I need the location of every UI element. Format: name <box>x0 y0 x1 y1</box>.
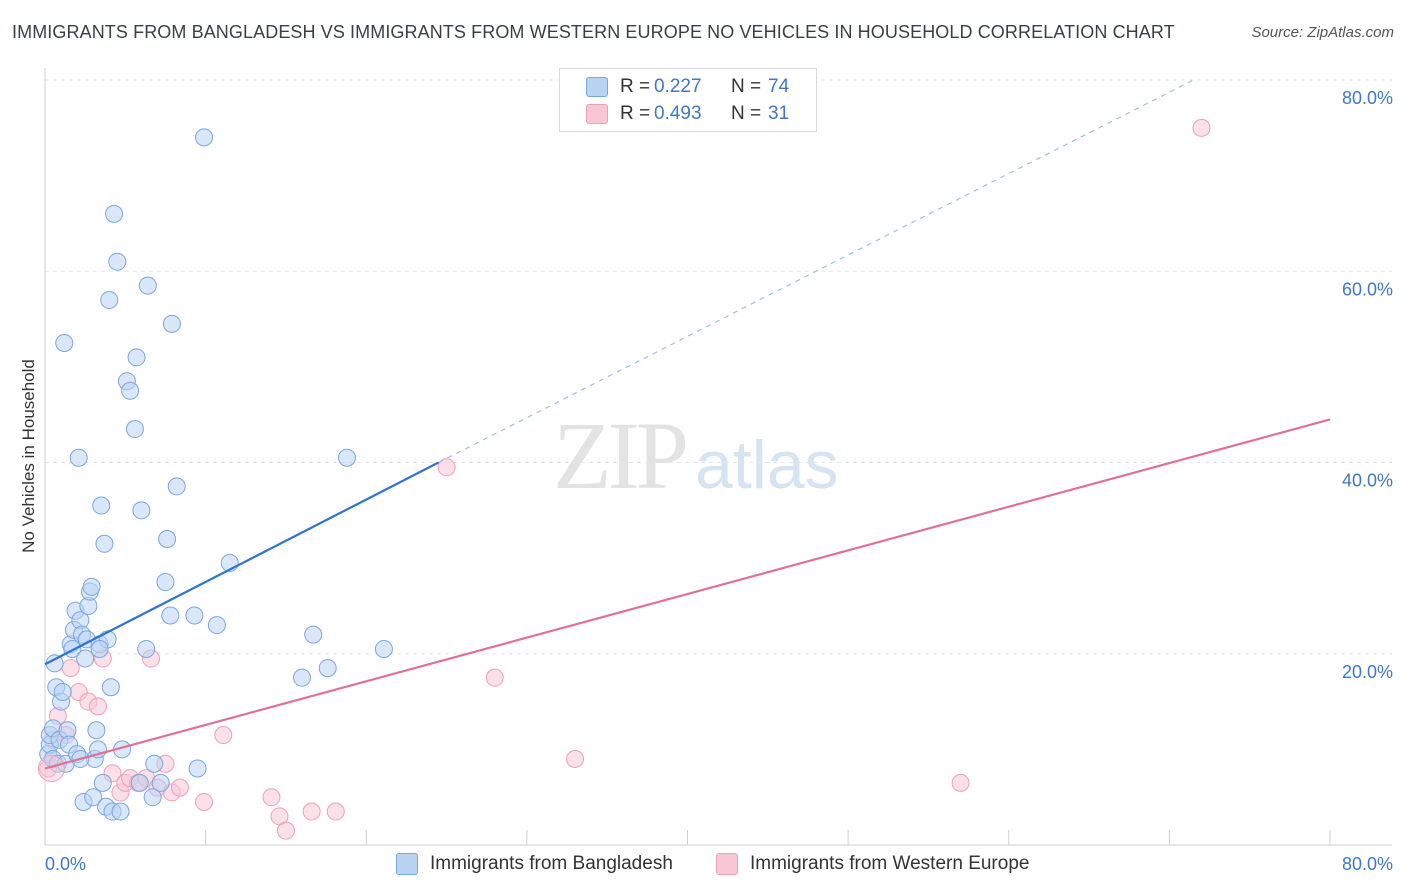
point-bangladesh-40 <box>101 678 120 697</box>
y-tick-label-60: 60.0% <box>1342 279 1393 299</box>
point-bangladesh-28 <box>82 577 101 596</box>
y-tick-label-40: 40.0% <box>1342 471 1393 491</box>
legend-swatch-bangladesh <box>586 77 608 97</box>
point-western-europe-27 <box>437 458 456 477</box>
legend-n-value-western-europe: 31 <box>768 103 790 124</box>
point-western-europe-22 <box>262 788 281 807</box>
point-western-europe-25 <box>302 802 321 821</box>
point-western-europe-24 <box>276 821 295 840</box>
point-bangladesh-63 <box>188 759 207 778</box>
point-bangladesh-49 <box>127 348 146 367</box>
point-bangladesh-50 <box>130 773 149 792</box>
watermark-atlas: atlas <box>695 427 839 503</box>
point-bangladesh-24 <box>76 649 95 668</box>
point-bangladesh-31 <box>87 721 106 740</box>
x-tick-label-max: 80.0% <box>1342 854 1393 874</box>
point-bangladesh-43 <box>108 252 127 271</box>
point-western-europe-28 <box>485 668 504 687</box>
x-tick-label-min: 0.0% <box>45 854 86 874</box>
point-bangladesh-55 <box>145 754 164 773</box>
point-bangladesh-60 <box>162 314 181 333</box>
point-bangladesh-44 <box>111 802 130 821</box>
point-western-europe-29 <box>566 749 585 768</box>
bottom-legend-label-western-europe: Immigrants from Western Europe <box>750 853 1030 874</box>
point-bangladesh-11 <box>55 333 74 352</box>
point-western-europe-21 <box>214 726 233 745</box>
point-bangladesh-65 <box>207 616 226 635</box>
stats-legend: R = 0.227 N = 74 R = 0.493 N = 31 <box>559 68 817 132</box>
point-bangladesh-61 <box>167 477 186 496</box>
point-bangladesh-69 <box>318 659 337 678</box>
y-axis-label: No Vehicles in Household <box>19 359 38 553</box>
watermark-zip: ZIP <box>553 402 689 509</box>
point-bangladesh-71 <box>374 639 393 658</box>
chart-title: IMMIGRANTS FROM BANGLADESH VS IMMIGRANTS… <box>12 22 1175 42</box>
point-bangladesh-47 <box>121 381 140 400</box>
point-western-europe-31 <box>1192 118 1211 137</box>
legend-n-label: N = <box>731 76 762 97</box>
point-bangladesh-34 <box>92 496 111 515</box>
point-bangladesh-68 <box>304 625 323 644</box>
point-western-europe-4 <box>61 659 80 678</box>
watermark: ZIP atlas <box>553 400 839 511</box>
point-western-europe-26 <box>326 802 345 821</box>
point-western-europe-30 <box>951 773 970 792</box>
point-bangladesh-59 <box>161 606 180 625</box>
point-bangladesh-39 <box>100 290 119 309</box>
trendline-western-europe <box>44 418 1331 770</box>
bottom-legend-bangladesh: Immigrants from Bangladesh <box>396 852 673 876</box>
point-bangladesh-57 <box>156 573 175 592</box>
point-western-europe-large <box>37 755 65 782</box>
point-bangladesh-67 <box>293 668 311 687</box>
point-bangladesh-20 <box>69 448 88 467</box>
point-bangladesh-53 <box>138 276 157 295</box>
bottom-legend-label-bangladesh: Immigrants from Bangladesh <box>430 853 673 874</box>
point-bangladesh-35 <box>93 773 112 792</box>
legend-r-value-bangladesh: 0.227 <box>654 76 702 97</box>
y-tick-label-80: 80.0% <box>1342 88 1393 108</box>
trendline-bangladesh <box>44 461 440 666</box>
point-bangladesh-70 <box>337 448 356 467</box>
point-bangladesh-10 <box>53 683 72 701</box>
point-bangladesh-58 <box>158 530 177 548</box>
point-bangladesh-51 <box>132 501 151 520</box>
point-bangladesh-48 <box>125 420 144 439</box>
point-bangladesh-56 <box>151 773 170 792</box>
point-bangladesh-42 <box>105 204 124 223</box>
point-bangladesh-52 <box>137 639 156 658</box>
bottom-legend-swatch-bangladesh <box>396 853 418 875</box>
point-western-europe-19 <box>170 778 189 797</box>
point-western-europe-20 <box>195 792 214 811</box>
y-tick-label-20: 20.0% <box>1342 662 1393 682</box>
trendline-bangladesh-extension <box>438 79 1194 464</box>
point-bangladesh-54 <box>143 788 162 807</box>
point-bangladesh-36 <box>95 534 114 553</box>
legend-r-value-western-europe: 0.493 <box>654 103 702 124</box>
legend-r-label: R = <box>620 103 651 124</box>
point-western-europe-7 <box>89 697 108 716</box>
source-label: Source: ZipAtlas.com <box>1251 24 1394 41</box>
legend-n-label: N = <box>731 103 762 124</box>
point-bangladesh-64 <box>195 128 214 147</box>
legend-r-label: R = <box>620 76 651 97</box>
legend-swatch-western-europe <box>586 104 608 124</box>
bottom-legend-swatch-western-europe <box>716 853 738 875</box>
point-bangladesh-72 <box>90 639 109 658</box>
bottom-legend-western-europe: Immigrants from Western Europe <box>716 852 1029 876</box>
point-bangladesh-29 <box>84 788 103 807</box>
legend-n-value-bangladesh: 74 <box>768 76 790 97</box>
point-bangladesh-62 <box>185 606 204 625</box>
